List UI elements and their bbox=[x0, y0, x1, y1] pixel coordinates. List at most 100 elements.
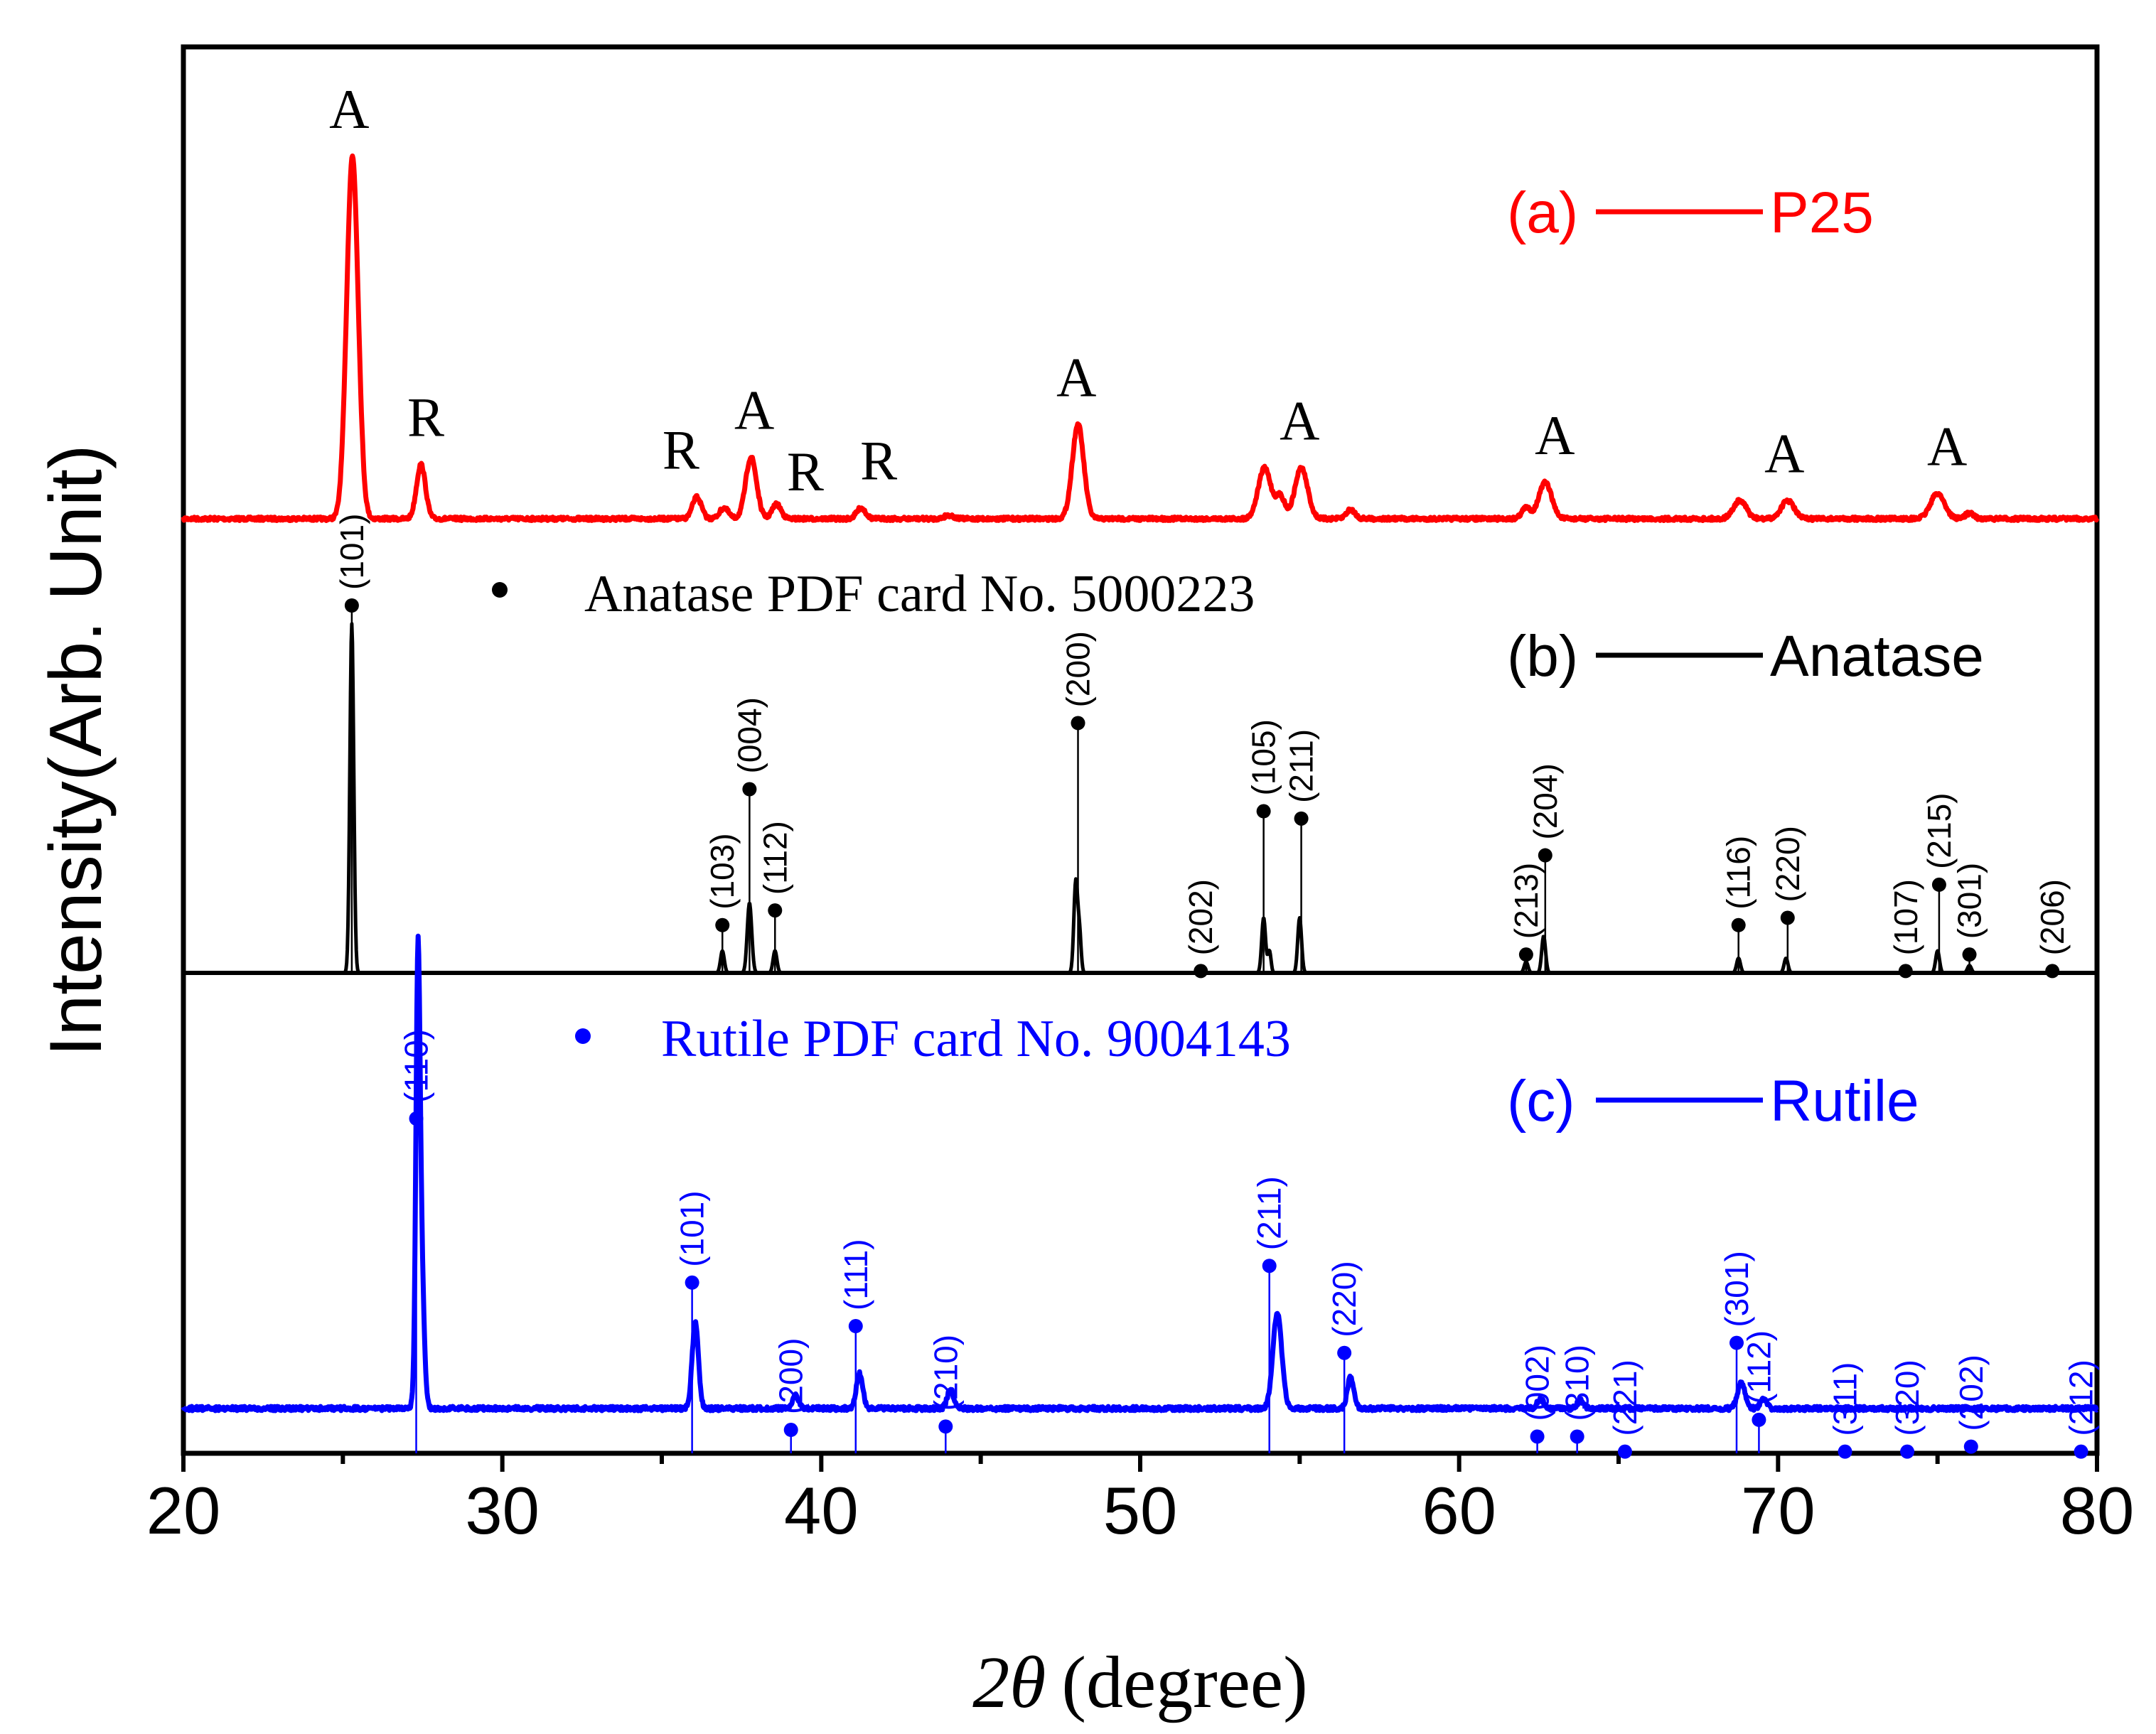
hkl-label: (110) bbox=[398, 1029, 435, 1103]
reference-marker bbox=[1962, 947, 1977, 962]
reference-marker bbox=[1729, 1335, 1744, 1350]
reference-marker bbox=[1538, 848, 1552, 863]
p25-curve bbox=[181, 154, 2100, 523]
rutile-card-caption: Rutile PDF card No. 9004143 bbox=[575, 1010, 1291, 1068]
reference-marker bbox=[1838, 1444, 1852, 1459]
rutile-curve bbox=[181, 933, 2099, 1413]
reference-marker bbox=[1194, 964, 1208, 979]
x-tick-label: 30 bbox=[465, 1473, 540, 1548]
reference-marker bbox=[1570, 1429, 1584, 1444]
phase-annotation: A bbox=[734, 379, 774, 441]
hkl-label: (112) bbox=[756, 821, 793, 895]
reference-marker bbox=[848, 1319, 863, 1334]
hkl-label: (220) bbox=[1326, 1261, 1363, 1337]
reference-marker bbox=[1963, 1439, 1978, 1454]
legend-anatase: (b) Anatase bbox=[1507, 624, 1984, 689]
hkl-label: (220) bbox=[1769, 826, 1806, 902]
reference-marker bbox=[938, 1419, 953, 1434]
hkl-label: (105) bbox=[1245, 719, 1282, 795]
reference-marker bbox=[685, 1275, 699, 1290]
hkl-label: (002) bbox=[1519, 1345, 1556, 1421]
hkl-label: (004) bbox=[731, 697, 768, 773]
reference-marker bbox=[783, 1423, 798, 1438]
x-tick-label: 50 bbox=[1103, 1473, 1178, 1548]
reference-marker bbox=[2045, 964, 2060, 979]
anatase-curve bbox=[182, 622, 2098, 975]
anatase-card-label: Anatase PDF card No. 5000223 bbox=[584, 565, 1255, 623]
hkl-label: (301) bbox=[1951, 863, 1988, 939]
x-tick-label: 70 bbox=[1741, 1473, 1816, 1548]
phase-annotation: R bbox=[860, 430, 897, 492]
x-axis-symbol: 2θ bbox=[972, 1642, 1046, 1723]
reference-marker bbox=[1898, 964, 1913, 979]
reference-marker bbox=[1071, 716, 1085, 731]
hkl-label: (107) bbox=[1887, 879, 1924, 955]
legend-p25-name: P25 bbox=[1770, 181, 1874, 245]
hkl-label: (202) bbox=[1953, 1355, 1990, 1431]
hkl-label: (212) bbox=[2063, 1359, 2100, 1436]
hkl-label: (215) bbox=[1921, 793, 1958, 869]
rutile-hkl-labels: (110) (101) (200) (111) (210) (211) (220) (002)… bbox=[398, 1029, 2100, 1436]
legend-rutile: (c) Rutile bbox=[1507, 1069, 1919, 1133]
reference-marker bbox=[1780, 910, 1795, 925]
reference-marker bbox=[2074, 1444, 2088, 1459]
hkl-label: (301) bbox=[1718, 1251, 1755, 1327]
reference-marker bbox=[1731, 917, 1746, 932]
anatase-card-marker bbox=[492, 582, 508, 598]
rutile-card-marker bbox=[575, 1028, 591, 1044]
phase-annotation: A bbox=[1535, 404, 1575, 466]
hkl-label: (101) bbox=[674, 1190, 711, 1266]
x-tick-label: 60 bbox=[1422, 1473, 1496, 1548]
legend-rutile-name: Rutile bbox=[1770, 1069, 1919, 1133]
phase-annotation: R bbox=[407, 387, 444, 448]
x-axis-unit: (degree) bbox=[1061, 1642, 1307, 1723]
hkl-label: (310) bbox=[1559, 1345, 1596, 1421]
rutile-card-label: Rutile PDF card No. 9004143 bbox=[661, 1010, 1291, 1068]
reference-marker bbox=[1256, 804, 1271, 819]
hkl-label: (200) bbox=[773, 1338, 810, 1414]
reference-marker bbox=[1752, 1412, 1766, 1427]
reference-marker bbox=[1931, 877, 1946, 892]
anatase-card-caption: Anatase PDF card No. 5000223 bbox=[492, 565, 1255, 623]
hkl-label: (101) bbox=[333, 514, 370, 590]
hkl-label: (211) bbox=[1251, 1176, 1288, 1250]
reference-marker bbox=[344, 598, 359, 613]
x-axis: 20 30 40 50 60 70 80 bbox=[146, 1453, 2135, 1548]
hkl-label: (204) bbox=[1527, 763, 1564, 839]
phase-annotation: A bbox=[329, 78, 369, 140]
reference-marker bbox=[1530, 1429, 1545, 1444]
x-axis-label: 2θ (degree) bbox=[972, 1642, 1307, 1723]
reference-marker bbox=[1900, 1444, 1915, 1459]
reference-marker bbox=[1518, 947, 1533, 962]
phase-annotation: A bbox=[1927, 415, 1967, 477]
hkl-label: (112) bbox=[1740, 1330, 1777, 1404]
phase-annotation: R bbox=[787, 441, 824, 502]
phase-annotation: A bbox=[1280, 390, 1319, 452]
phase-annotation: R bbox=[663, 419, 699, 480]
phase-annotation: A bbox=[1056, 346, 1096, 408]
hkl-label: (202) bbox=[1182, 879, 1219, 955]
reference-marker bbox=[1337, 1345, 1352, 1360]
reference-marker bbox=[715, 917, 730, 932]
reference-marker bbox=[1617, 1444, 1632, 1459]
reference-marker bbox=[1294, 811, 1309, 826]
x-tick-label: 40 bbox=[784, 1473, 859, 1548]
hkl-label: (213) bbox=[1508, 863, 1545, 939]
phase-annotation: A bbox=[1764, 423, 1804, 485]
anatase-hkl-labels: (101) (103) (004) (112) (200) (202) (105) (211)… bbox=[333, 514, 2071, 956]
hkl-label: (206) bbox=[2034, 879, 2071, 955]
reference-marker bbox=[768, 903, 783, 918]
hkl-label: (210) bbox=[927, 1335, 964, 1411]
y-axis-label: Intensity(Arb. Unit) bbox=[35, 444, 117, 1056]
legend-p25-marker: (a) bbox=[1507, 181, 1578, 245]
hkl-label: (211) bbox=[1283, 729, 1320, 803]
reference-marker bbox=[1262, 1259, 1277, 1273]
x-tick-label: 80 bbox=[2060, 1473, 2135, 1548]
legend-rutile-marker: (c) bbox=[1507, 1069, 1575, 1133]
hkl-label: (221) bbox=[1607, 1359, 1643, 1436]
hkl-label: (311) bbox=[1827, 1362, 1864, 1436]
hkl-label: (200) bbox=[1060, 631, 1097, 707]
hkl-label: (111) bbox=[837, 1239, 874, 1310]
